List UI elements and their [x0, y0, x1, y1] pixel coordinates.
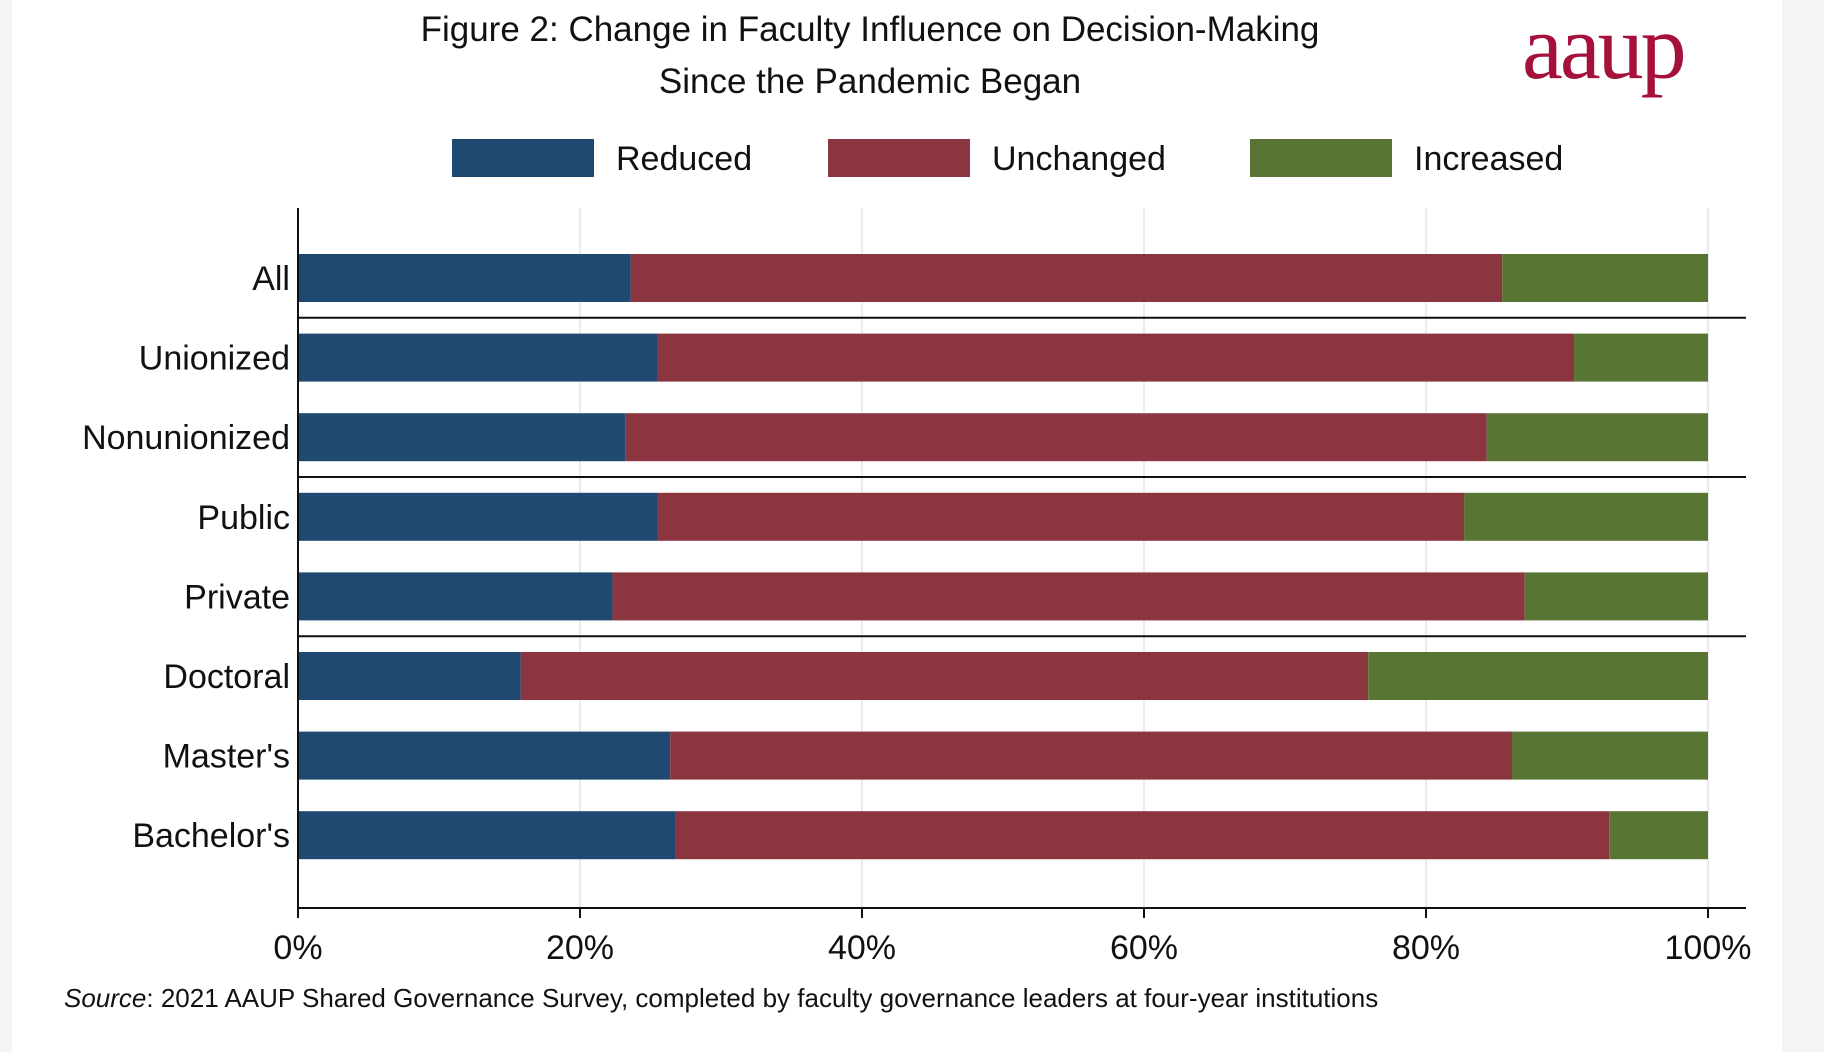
bar-increased-master-s — [1512, 731, 1708, 780]
bar-unchanged-unionized — [657, 333, 1575, 382]
category-label-master-s: Master's — [163, 738, 290, 776]
bar-reduced-nonunionized — [298, 413, 626, 462]
category-labels: All Unionized Nonunionized Public Private Doc… — [82, 260, 290, 855]
category-label-public: Public — [197, 499, 290, 537]
legend-label-reduced: Reduced — [616, 140, 752, 178]
bar-chart: Reduced Unchanged Increased All Unionized No… — [82, 139, 1751, 967]
legend-label-unchanged: Unchanged — [992, 140, 1166, 178]
bar-unchanged-doctoral — [520, 652, 1369, 700]
category-label-all: All — [252, 260, 290, 298]
legend: Reduced Unchanged Increased — [452, 139, 1563, 178]
bar-unchanged-private — [612, 572, 1525, 621]
source-label: Source — [64, 983, 147, 1013]
source-text: : 2021 AAUP Shared Governance Survey, co… — [146, 983, 1379, 1013]
figure-panel: Figure 2: Change in Faculty Influence on… — [12, 0, 1782, 1052]
bar-increased-nonunionized — [1486, 413, 1708, 462]
chart-subtitle: Since the Pandemic Began — [658, 62, 1082, 101]
category-label-private: Private — [184, 578, 290, 616]
bar-reduced-public — [298, 492, 658, 541]
bar-increased-private — [1524, 572, 1708, 621]
bar-unchanged-master-s — [670, 731, 1513, 780]
bar-increased-unionized — [1574, 333, 1708, 382]
legend-swatch-increased — [1250, 139, 1392, 177]
source-note: Source: 2021 AAUP Shared Governance Surv… — [64, 983, 1378, 1014]
x-tick-labels: 0% 20% 40% 60% 80% 100% — [273, 929, 1751, 967]
bar-increased-public — [1464, 492, 1708, 541]
x-tick-label: 40% — [828, 929, 896, 967]
bar-reduced-bachelor-s — [298, 811, 676, 860]
category-label-unionized: Unionized — [139, 340, 290, 378]
legend-swatch-unchanged — [828, 139, 970, 177]
bars — [298, 254, 1708, 860]
bar-increased-all — [1502, 254, 1708, 302]
bar-reduced-all — [298, 254, 631, 302]
x-tick-label: 0% — [273, 929, 322, 967]
x-tick-label: 80% — [1392, 929, 1460, 967]
bar-increased-doctoral — [1368, 652, 1708, 700]
category-label-doctoral: Doctoral — [163, 658, 290, 696]
gridlines — [579, 208, 1709, 908]
x-tick-label: 60% — [1110, 929, 1178, 967]
bar-unchanged-public — [657, 492, 1465, 541]
legend-swatch-reduced — [452, 139, 594, 177]
bar-unchanged-bachelor-s — [675, 811, 1610, 860]
bar-reduced-unionized — [298, 333, 658, 382]
bar-unchanged-nonunionized — [625, 413, 1487, 462]
group-separators — [298, 316, 1746, 638]
chart-title: Figure 2: Change in Faculty Influence on… — [420, 10, 1320, 49]
x-tick-label: 100% — [1665, 929, 1752, 967]
x-tick-label: 20% — [546, 929, 614, 967]
category-label-bachelor-s: Bachelor's — [132, 817, 290, 855]
legend-label-increased: Increased — [1414, 140, 1563, 178]
bar-increased-bachelor-s — [1609, 811, 1708, 860]
bar-reduced-doctoral — [298, 652, 521, 700]
bar-reduced-private — [298, 572, 613, 621]
axes — [297, 208, 1746, 918]
aaup-logo: aaup — [1522, 0, 1687, 98]
category-label-nonunionized: Nonunionized — [82, 419, 290, 457]
bar-unchanged-all — [630, 254, 1503, 302]
bar-reduced-master-s — [298, 731, 671, 780]
